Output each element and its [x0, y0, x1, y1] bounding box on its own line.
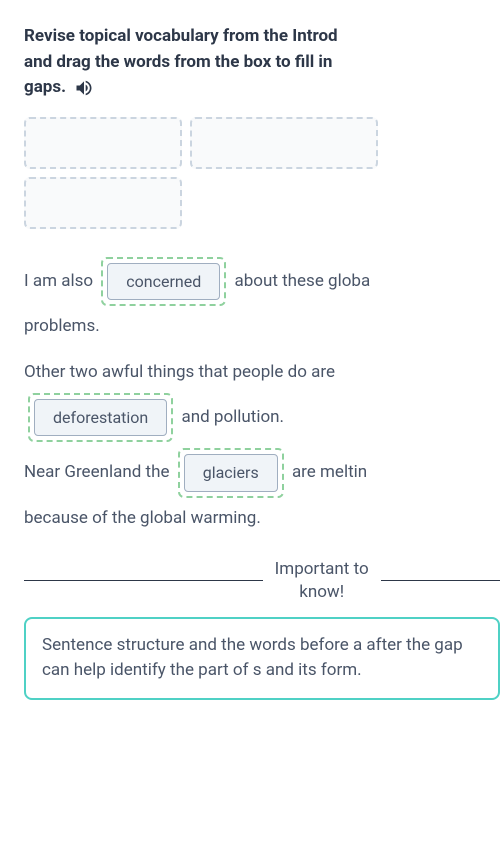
- empty-word-slot[interactable]: [190, 117, 378, 169]
- tip-box: Sentence structure and the words before …: [24, 617, 500, 700]
- exercise-container: Revise topical vocabulary from the Intro…: [24, 24, 500, 700]
- instruction-line-2: and drag the words from the box to fill …: [24, 50, 500, 76]
- divider-line-right: [381, 580, 500, 581]
- text-fragment: Other two awful things that people do ar…: [24, 362, 335, 382]
- text-fragment: Near Greenland the: [24, 463, 169, 483]
- important-title-line2: know!: [275, 581, 369, 603]
- text-fragment: about these globa: [234, 271, 370, 291]
- important-header: Important to know!: [24, 558, 500, 602]
- text-fragment: problems.: [24, 316, 100, 336]
- dragged-word-deforestation[interactable]: deforestation: [34, 399, 167, 436]
- important-title: Important to know!: [275, 558, 369, 602]
- text-fragment: I am also: [24, 271, 93, 291]
- drop-slot-1[interactable]: concerned: [101, 257, 226, 306]
- word-bank: [24, 117, 500, 229]
- important-section: Important to know! Sentence structure an…: [24, 558, 500, 699]
- tip-text: Sentence structure and the words before …: [42, 635, 463, 681]
- instruction-line-3: gaps.: [24, 75, 66, 101]
- sentence-1: I am also concerned about these globa pr…: [24, 257, 500, 347]
- instruction-line-1: Revise topical vocabulary from the Intro…: [24, 24, 500, 50]
- text-fragment: and pollution.: [181, 407, 284, 427]
- dragged-word-concerned[interactable]: concerned: [107, 263, 220, 300]
- instruction-line-3-row: gaps.: [24, 75, 500, 101]
- instruction-text: Revise topical vocabulary from the Intro…: [24, 24, 500, 101]
- text-fragment: because of the global warming.: [24, 508, 261, 528]
- divider-line-left: [24, 580, 263, 581]
- text-fragment: are meltin: [292, 463, 367, 483]
- exercise-content: I am also concerned about these globa pr…: [24, 257, 500, 539]
- sentence-3: Near Greenland the glaciers are meltin b…: [24, 448, 500, 538]
- sentence-2: Other two awful things that people do ar…: [24, 352, 500, 442]
- empty-word-slot[interactable]: [24, 117, 182, 169]
- empty-word-slot[interactable]: [24, 177, 182, 229]
- drop-slot-3[interactable]: glaciers: [178, 448, 284, 497]
- important-title-line1: Important to: [275, 558, 369, 580]
- drop-slot-2[interactable]: deforestation: [28, 393, 173, 442]
- dragged-word-glaciers[interactable]: glaciers: [184, 454, 278, 491]
- audio-icon[interactable]: [74, 78, 94, 98]
